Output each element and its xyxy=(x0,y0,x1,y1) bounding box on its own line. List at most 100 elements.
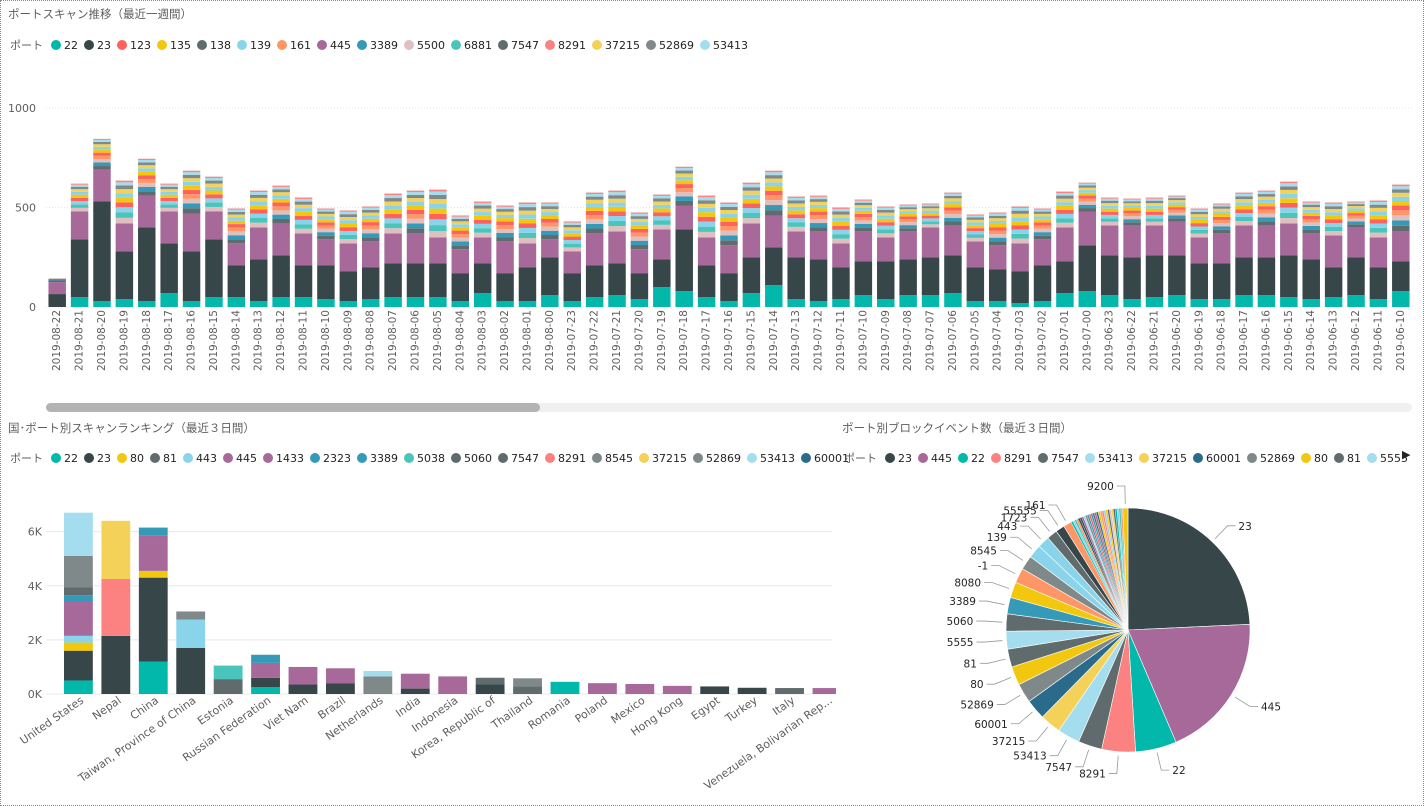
bar-segment[interactable] xyxy=(1123,207,1141,211)
bar-segment[interactable] xyxy=(832,214,850,219)
bar-segment[interactable] xyxy=(115,251,134,300)
bar-segment[interactable] xyxy=(1280,255,1298,298)
bar-segment[interactable] xyxy=(250,222,268,228)
legend-item-81[interactable]: 81 xyxy=(150,452,177,465)
bar-segment[interactable] xyxy=(406,228,425,234)
bar-segment[interactable] xyxy=(742,203,761,209)
bar-segment[interactable] xyxy=(384,195,402,199)
bar-segment[interactable] xyxy=(182,208,201,214)
bar-segment[interactable] xyxy=(720,210,738,214)
bar-segment[interactable] xyxy=(1011,210,1029,214)
bar-segment[interactable] xyxy=(227,243,246,266)
bar-segment[interactable] xyxy=(832,234,850,239)
bar-segment[interactable] xyxy=(563,222,581,225)
bar-segment-52869[interactable] xyxy=(176,611,206,620)
bar-segment[interactable] xyxy=(787,226,805,232)
bar-segment[interactable] xyxy=(406,205,425,210)
bar-segment[interactable] xyxy=(608,263,626,296)
bar-segment[interactable] xyxy=(1302,209,1320,213)
bar-segment-23[interactable] xyxy=(326,683,355,694)
bar-segment[interactable] xyxy=(272,206,290,211)
bar-segment[interactable] xyxy=(339,217,358,221)
legend-item-445[interactable]: 445 xyxy=(918,452,952,465)
bar-segment[interactable] xyxy=(496,225,514,230)
bar-segment[interactable] xyxy=(1324,222,1343,227)
bar-segment[interactable] xyxy=(429,189,447,192)
bar-segment[interactable] xyxy=(1123,210,1141,214)
bar-segment[interactable] xyxy=(966,222,985,226)
bar-segment[interactable] xyxy=(697,216,716,222)
bar-segment[interactable] xyxy=(339,214,358,218)
bar-segment[interactable] xyxy=(809,199,828,202)
bar-segment[interactable] xyxy=(384,198,402,202)
bar-segment[interactable] xyxy=(742,208,761,213)
bar-segment[interactable] xyxy=(966,219,985,223)
bar-segment[interactable] xyxy=(720,240,738,246)
bar-segment[interactable] xyxy=(1190,226,1208,230)
bar-segment[interactable] xyxy=(988,223,1007,228)
bar-segment[interactable] xyxy=(877,261,895,300)
bar-segment[interactable] xyxy=(361,209,380,213)
bar-segment[interactable] xyxy=(988,269,1007,302)
bar-segment[interactable] xyxy=(93,159,111,163)
bar-segment[interactable] xyxy=(608,295,626,307)
bar-segment[interactable] xyxy=(675,180,693,185)
bar-segment-23[interactable] xyxy=(700,686,730,694)
bar-segment[interactable] xyxy=(1257,194,1276,197)
bar-segment[interactable] xyxy=(877,229,895,234)
bar-segment-1433[interactable] xyxy=(138,535,168,543)
bar-segment[interactable] xyxy=(966,217,985,220)
bar-segment[interactable] xyxy=(294,197,313,199)
bar-segment[interactable] xyxy=(1123,205,1141,208)
bar-segment[interactable] xyxy=(138,186,156,192)
bar-segment[interactable] xyxy=(877,215,895,219)
bar-segment[interactable] xyxy=(1235,209,1253,214)
bar-segment[interactable] xyxy=(899,228,917,232)
bar-segment[interactable] xyxy=(1168,202,1186,205)
bar-segment-8545[interactable] xyxy=(513,678,542,687)
bar-segment[interactable] xyxy=(854,223,873,228)
bar-segment[interactable] xyxy=(384,218,402,224)
bar-segment[interactable] xyxy=(1392,205,1410,211)
bar-segment[interactable] xyxy=(496,206,514,210)
bar-segment[interactable] xyxy=(227,297,246,307)
bar-segment[interactable] xyxy=(585,219,604,224)
bar-segment-81[interactable] xyxy=(775,688,804,694)
bar-segment[interactable] xyxy=(294,215,313,220)
bar-segment[interactable] xyxy=(675,200,693,206)
bar-segment[interactable] xyxy=(1347,257,1365,296)
bar-segment[interactable] xyxy=(720,245,738,274)
bar-segment[interactable] xyxy=(1145,205,1164,209)
bar-segment[interactable] xyxy=(1145,218,1164,222)
bar-segment[interactable] xyxy=(272,198,290,203)
bar-segment[interactable] xyxy=(1369,215,1388,220)
bar-segment[interactable] xyxy=(854,261,873,296)
bar-segment[interactable] xyxy=(294,228,313,234)
bar-segment[interactable] xyxy=(1100,208,1119,212)
bar-segment[interactable] xyxy=(138,162,156,166)
bar-segment[interactable] xyxy=(653,201,671,205)
bar-segment-23[interactable] xyxy=(101,635,131,694)
bar-segment[interactable] xyxy=(1280,297,1298,307)
bar-segment[interactable] xyxy=(832,243,850,268)
bar-segment[interactable] xyxy=(585,215,604,220)
bar-segment[interactable] xyxy=(1324,297,1343,307)
bar-segment[interactable] xyxy=(339,227,358,231)
horizontal-scrollbar[interactable] xyxy=(46,403,1412,412)
bar-segment-445[interactable] xyxy=(438,676,468,694)
bar-segment-53413[interactable] xyxy=(363,671,393,677)
bar-segment[interactable] xyxy=(272,223,290,256)
bar-segment[interactable] xyxy=(473,237,492,264)
bar-segment[interactable] xyxy=(1302,212,1320,216)
bar-segment[interactable] xyxy=(473,205,492,209)
bar-segment[interactable] xyxy=(877,222,895,226)
bar-segment[interactable] xyxy=(899,259,917,296)
bar-segment[interactable] xyxy=(496,209,514,212)
bar-segment[interactable] xyxy=(854,220,873,224)
bar-segment[interactable] xyxy=(1347,221,1365,225)
bar-segment-23[interactable] xyxy=(475,684,505,694)
bar-segment[interactable] xyxy=(921,218,940,222)
bar-segment[interactable] xyxy=(227,224,246,228)
bar-segment[interactable] xyxy=(272,202,290,207)
bar-segment[interactable] xyxy=(361,222,380,226)
